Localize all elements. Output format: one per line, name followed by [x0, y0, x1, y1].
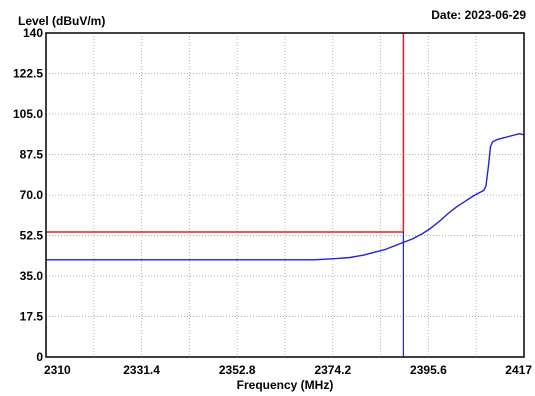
x-axis-label: Frequency (MHz)	[237, 378, 334, 392]
x-tick-label: 2417	[505, 363, 532, 377]
series-layer	[46, 33, 525, 357]
y-tick-label: 35.0	[20, 269, 44, 283]
plot-frame	[45, 32, 525, 358]
date-label: Date: 2023-06-29	[431, 8, 526, 22]
x-tick-label: 2374.2	[314, 363, 351, 377]
y-tick-label: 87.5	[20, 148, 44, 162]
x-tick-label: 2395.6	[410, 363, 447, 377]
tick-labels: 0 17.5 35.0 52.5 70.0 87.5 105.0 122.5 140 2310 23…	[13, 26, 532, 377]
y-tick-label: 140	[23, 26, 43, 40]
y-tick-label: 17.5	[20, 310, 44, 324]
x-tick-label: 2352.8	[219, 363, 256, 377]
y-tick-label: 105.0	[13, 107, 43, 121]
y-tick-label: 52.5	[20, 229, 44, 243]
y-tick-label: 0	[36, 350, 43, 364]
y-axis-label: Level (dBuV/m)	[18, 14, 105, 28]
x-tick-label: 2331.4	[123, 363, 160, 377]
series-line	[46, 132, 525, 261]
x-tick-label: 2310	[44, 363, 71, 377]
y-tick-label: 70.0	[20, 188, 44, 202]
y-tick-label: 122.5	[13, 67, 43, 81]
